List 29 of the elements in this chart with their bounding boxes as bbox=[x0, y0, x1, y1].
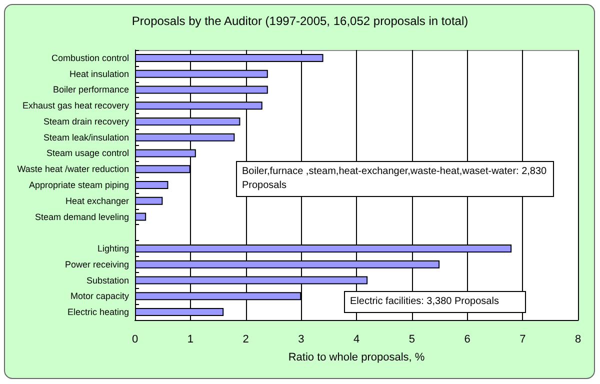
y-tick-label: Heat exchanger bbox=[65, 196, 129, 206]
y-tick-label: Appropriate steam piping bbox=[28, 180, 129, 190]
y-tick-label: Lighting bbox=[97, 244, 129, 254]
x-tick-label: 6 bbox=[464, 334, 470, 346]
y-tick-label: Power receiving bbox=[64, 259, 129, 270]
x-tick-label: 8 bbox=[574, 334, 582, 346]
y-tick-label: Combustion control bbox=[51, 52, 129, 63]
y-tick-label: Waste heat /water reduction bbox=[17, 164, 129, 174]
y-tick-label: Boiler performance bbox=[52, 84, 129, 95]
note-box: Boiler,furnace ,steam,heat-exchanger,waste-heat,waset-water: 2,830 Proposals bbox=[236, 161, 554, 197]
note-box: Electric facilities: 3,380 Proposals bbox=[344, 291, 526, 313]
y-tick-label: Steam leak/insulation bbox=[43, 132, 129, 142]
x-tick-label: 2 bbox=[242, 334, 249, 346]
chart-title: Proposals by the Auditor (1997-2005, 16,052 proposals in total) bbox=[132, 14, 468, 28]
x-tick-label: 7 bbox=[520, 334, 526, 346]
y-tick-label: Electric heating bbox=[67, 307, 129, 318]
y-tick-label: Heat insulation bbox=[69, 68, 129, 79]
x-axis-title: Ratio to whole proposals, % bbox=[288, 352, 425, 364]
x-tick-label: 4 bbox=[353, 334, 360, 346]
y-tick-label: Steam demand leveling bbox=[34, 212, 129, 222]
y-tick-label: Exhaust gas heat recovery bbox=[22, 100, 130, 111]
x-tick-label: 3 bbox=[298, 334, 304, 346]
x-tick-label: 1 bbox=[187, 334, 194, 346]
x-tick-label: 5 bbox=[408, 334, 415, 346]
y-tick-label: Substation bbox=[86, 275, 129, 286]
y-tick-label: Motor capacity bbox=[70, 291, 130, 302]
y-tick-label: Steam drain recovery bbox=[43, 116, 130, 126]
x-tick-label: 0 bbox=[132, 334, 138, 346]
y-tick-label: Steam usage control bbox=[46, 148, 129, 158]
